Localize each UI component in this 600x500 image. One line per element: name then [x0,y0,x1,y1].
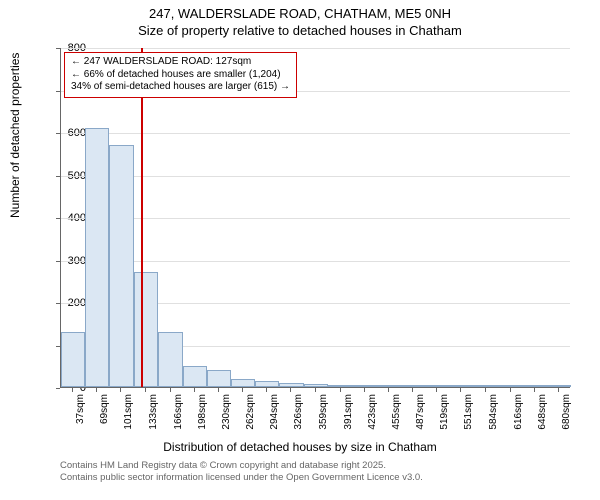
x-tick-mark [290,388,291,392]
histogram-bar [134,272,158,387]
x-tick-label: 519sqm [439,394,450,430]
histogram-bar [109,145,133,387]
x-tick-mark [242,388,243,392]
attribution: Contains HM Land Registry data © Crown c… [60,460,423,484]
histogram-bar [425,385,449,387]
x-tick-label: 455sqm [391,394,402,430]
histogram-bar [61,332,85,387]
title-line-2: Size of property relative to detached ho… [138,23,462,38]
x-tick-mark [72,388,73,392]
annotation-line-3: 34% of semi-detached houses are larger (… [71,81,290,92]
x-tick-label: 326sqm [293,394,304,430]
histogram-bar [401,385,425,387]
x-tick-label: 198sqm [197,394,208,430]
x-tick-label: 166sqm [173,394,184,430]
title-line-1: 247, WALDERSLADE ROAD, CHATHAM, ME5 0NH [149,6,451,21]
x-tick-mark [194,388,195,392]
x-tick-label: 359sqm [318,394,329,430]
histogram-bar [353,385,377,387]
reference-line [141,48,143,387]
y-axis-label: Number of detached properties [8,53,22,218]
x-axis-label: Distribution of detached houses by size … [0,440,600,454]
x-tick-label: 551sqm [463,394,474,430]
x-tick-label: 680sqm [561,394,572,430]
annotation-line-1: ← 247 WALDERSLADE ROAD: 127sqm [71,56,251,67]
x-tick-mark [436,388,437,392]
chart-container: 247, WALDERSLADE ROAD, CHATHAM, ME5 0NH … [0,0,600,500]
x-tick-label: 262sqm [245,394,256,430]
plot-area: ← 247 WALDERSLADE ROAD: 127sqm ← 66% of … [60,48,570,388]
x-tick-mark [145,388,146,392]
x-tick-mark [485,388,486,392]
chart-title: 247, WALDERSLADE ROAD, CHATHAM, ME5 0NH … [0,0,600,40]
histogram-bar [377,385,401,387]
histogram-bar [255,381,279,387]
histogram-bar [449,385,474,387]
histogram-bar [498,385,522,387]
x-tick-mark [510,388,511,392]
x-tick-mark [120,388,121,392]
histogram-bar [474,385,498,387]
x-tick-mark [170,388,171,392]
histogram-bar [207,370,231,387]
attribution-line-2: Contains public sector information licen… [60,472,423,483]
x-tick-mark [315,388,316,392]
x-tick-mark [412,388,413,392]
x-tick-mark [266,388,267,392]
x-tick-label: 101sqm [123,394,134,430]
x-tick-mark [460,388,461,392]
histogram-bar [158,332,183,387]
x-tick-label: 133sqm [148,394,159,430]
x-tick-label: 648sqm [537,394,548,430]
histogram-bar [304,384,328,387]
x-tick-label: 487sqm [415,394,426,430]
histogram-bar [279,383,304,387]
histogram-bar [523,385,547,387]
histogram-bar [231,379,255,388]
x-tick-label: 584sqm [488,394,499,430]
x-tick-mark [388,388,389,392]
histogram-bar [547,385,571,387]
x-tick-mark [364,388,365,392]
annotation-line-2: ← 66% of detached houses are smaller (1,… [71,69,281,80]
y-tick-mark [56,388,60,389]
x-tick-label: 37sqm [75,394,86,424]
x-tick-label: 69sqm [99,394,110,424]
x-tick-label: 294sqm [269,394,280,430]
x-tick-label: 616sqm [513,394,524,430]
histogram-bar [328,385,352,387]
attribution-line-1: Contains HM Land Registry data © Crown c… [60,460,386,471]
x-tick-mark [340,388,341,392]
histogram-bar [85,128,109,387]
x-tick-label: 230sqm [221,394,232,430]
x-tick-mark [218,388,219,392]
x-tick-mark [96,388,97,392]
annotation-box: ← 247 WALDERSLADE ROAD: 127sqm ← 66% of … [64,52,297,98]
histogram-bar [183,366,207,387]
x-tick-label: 391sqm [343,394,354,430]
x-tick-mark [558,388,559,392]
histogram-bars [61,48,570,387]
x-tick-mark [534,388,535,392]
x-tick-label: 423sqm [367,394,378,430]
